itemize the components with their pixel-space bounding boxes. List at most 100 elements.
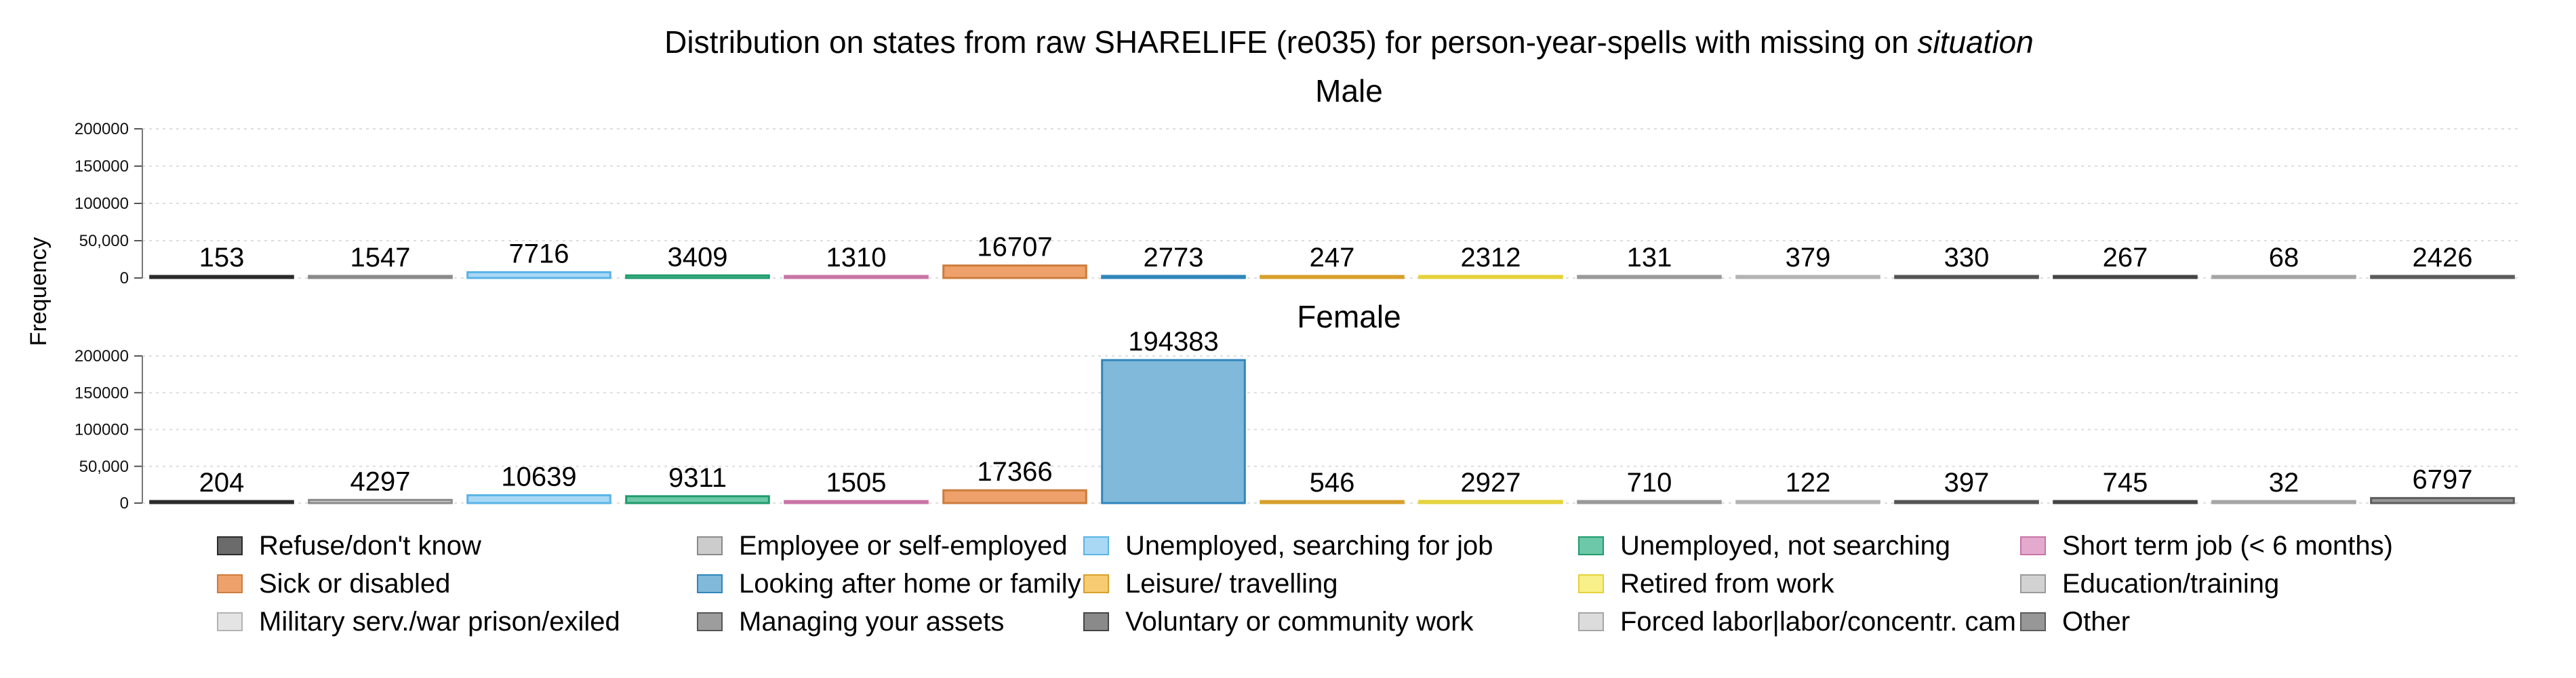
legend-item: Managing your assets [697, 606, 1083, 637]
data-label: 2773 [1144, 243, 1204, 273]
data-label: 7716 [509, 239, 569, 269]
legend-item: Forced labor|labor/concentr. cam [1578, 606, 2020, 637]
legend-item: Looking after home or family [697, 568, 1083, 599]
data-label: 9311 [668, 463, 727, 493]
bar [2370, 275, 2515, 279]
legend-label: Military serv./war prison/exiled [259, 606, 620, 637]
legend-label: Unemployed, not searching [1620, 530, 1950, 561]
legend-label: Retired from work [1620, 568, 1834, 599]
data-label: 6797 [2413, 465, 2473, 495]
bar [2053, 275, 2198, 279]
legend-swatch [697, 574, 723, 593]
data-label: 153 [199, 243, 245, 273]
bar [1894, 275, 2039, 279]
data-label: 1310 [826, 243, 887, 273]
y-tick-label: 0 [120, 269, 129, 287]
data-label: 745 [2103, 468, 2148, 498]
y-tick-label: 100000 [75, 421, 129, 439]
bar [1894, 500, 2039, 504]
legend-label: Employee or self-employed [739, 530, 1068, 561]
legend-swatch [1083, 574, 1109, 593]
bar [2211, 275, 2356, 279]
legend-label: Unemployed, searching for job [1125, 530, 1493, 561]
legend-swatch [2020, 612, 2046, 631]
bar [1418, 500, 1563, 504]
bar [2211, 500, 2356, 504]
y-tick-label: 50,000 [79, 232, 129, 250]
y-tick-label: 150000 [75, 384, 129, 402]
data-label: 1547 [350, 243, 411, 273]
legend-item: Short term job (< 6 months) [2020, 530, 2454, 561]
legend-item: Military serv./war prison/exiled [217, 606, 697, 637]
bar [784, 275, 929, 279]
data-label: 2426 [2413, 243, 2473, 273]
y-tick-label: 150000 [75, 157, 129, 176]
data-label: 17366 [977, 457, 1052, 487]
legend-label: Other [2062, 606, 2131, 637]
y-axis-label: Frequency [26, 237, 52, 346]
legend-swatch [217, 612, 243, 631]
legend-item: Unemployed, searching for job [1083, 530, 1578, 561]
data-label: 16707 [977, 233, 1052, 262]
bar [308, 498, 453, 504]
legend-swatch [1083, 612, 1109, 631]
legend-item: Retired from work [1578, 568, 2020, 599]
legend-item: Voluntary or community work [1083, 606, 1578, 637]
legend-item: Unemployed, not searching [1578, 530, 2020, 561]
bar [149, 275, 294, 279]
legend-swatch [217, 574, 243, 593]
legend-label: Forced labor|labor/concentr. cam [1620, 606, 2017, 637]
data-label: 131 [1627, 243, 1672, 273]
legend-swatch [2020, 574, 2046, 593]
legend-item: Employee or self-employed [697, 530, 1083, 561]
data-label: 710 [1627, 468, 1672, 498]
bar [1735, 500, 1880, 504]
y-tick-label: 100000 [75, 195, 129, 213]
bar [1735, 275, 1880, 279]
panel-title: Female [1297, 299, 1401, 334]
legend-item: Education/training [2020, 568, 2454, 599]
data-label: 247 [1310, 243, 1355, 273]
bar [466, 271, 611, 279]
legend-item: Refuse/don't know [217, 530, 697, 561]
legend-swatch [1578, 612, 1604, 631]
data-label: 397 [1944, 468, 1990, 498]
data-label: 4297 [350, 466, 411, 496]
data-label: 68 [2269, 243, 2299, 273]
bar [149, 500, 294, 504]
data-label: 10639 [501, 462, 576, 492]
bar [2370, 497, 2515, 504]
y-tick-label: 200000 [75, 120, 129, 138]
legend-item: Leisure/ travelling [1083, 568, 1578, 599]
data-label: 3409 [668, 242, 728, 272]
bar [308, 275, 453, 279]
facet-panels: Male 0 50,000 100000 150000 200000 153 1547 7716… [75, 73, 2522, 513]
legend-swatch [1083, 536, 1109, 555]
data-label: 2927 [1461, 468, 1521, 498]
bar [466, 494, 611, 504]
legend-label: Voluntary or community work [1125, 606, 1474, 637]
data-label: 194383 [1128, 327, 1218, 357]
bar [625, 274, 770, 279]
chart-title: Distribution on states from raw SHARELIF… [664, 24, 2034, 60]
y-tick-label: 200000 [75, 347, 129, 365]
legend-label: Managing your assets [739, 606, 1005, 637]
chart: Distribution on states from raw SHARELIF… [26, 24, 2522, 513]
bar [1418, 275, 1563, 279]
legend-label: Education/training [2062, 568, 2280, 599]
data-label: 379 [1786, 243, 1831, 273]
bar [1260, 275, 1405, 279]
data-label: 204 [199, 468, 245, 498]
bar [942, 264, 1087, 279]
legend-label: Sick or disabled [259, 568, 451, 599]
legend-label: Leisure/ travelling [1125, 568, 1338, 599]
bar [942, 489, 1087, 504]
bar [1101, 275, 1246, 279]
legend-label: Looking after home or family [739, 568, 1081, 599]
legend: Refuse/don't know Employee or self-employ… [217, 530, 2454, 637]
data-label: 32 [2269, 468, 2299, 498]
bar [1260, 500, 1405, 504]
data-label: 330 [1944, 243, 1990, 273]
legend-swatch [1578, 536, 1604, 555]
legend-swatch [1578, 574, 1604, 593]
